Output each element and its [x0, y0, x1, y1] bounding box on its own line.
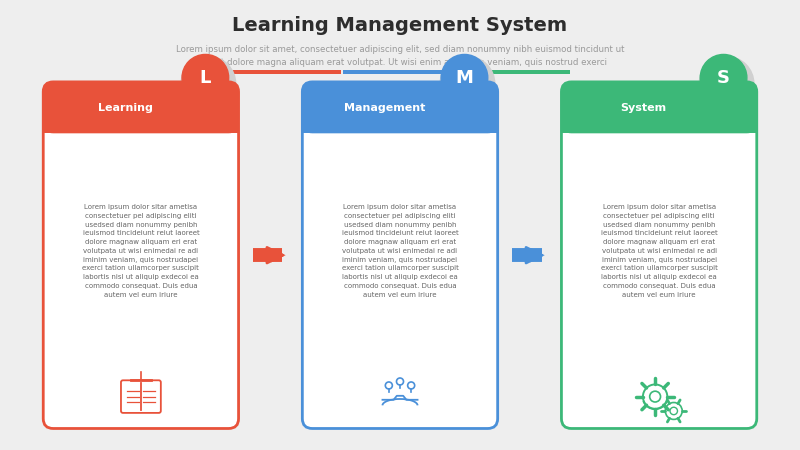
Text: Management: Management — [344, 103, 425, 112]
Bar — [562, 122, 757, 133]
Text: M: M — [455, 69, 474, 87]
FancyBboxPatch shape — [562, 82, 757, 133]
Bar — [229, 70, 342, 74]
Circle shape — [699, 56, 754, 111]
Text: Learning Management System: Learning Management System — [233, 17, 567, 36]
Circle shape — [181, 56, 236, 111]
Circle shape — [700, 54, 747, 101]
Bar — [43, 122, 238, 133]
FancyBboxPatch shape — [302, 82, 498, 428]
Text: Lorem ipsum dolor sitar ametisa
consectetuer pel adipiscing eliti
usedsed diam n: Lorem ipsum dolor sitar ametisa consecte… — [601, 204, 718, 297]
Text: Lorem ipsum dolor sitar ametisa
consectetuer pel adipiscing eliti
usedsed diam n: Lorem ipsum dolor sitar ametisa consecte… — [342, 204, 458, 297]
Text: Lorem ipsum dolor sitar ametisa
consectetuer pel adipiscing eliti
usedsed diam n: Lorem ipsum dolor sitar ametisa consecte… — [82, 204, 199, 297]
Text: L: L — [200, 69, 211, 87]
Circle shape — [440, 56, 494, 111]
Bar — [457, 70, 570, 74]
Text: Learning: Learning — [98, 103, 153, 112]
Text: S: S — [717, 69, 730, 87]
FancyBboxPatch shape — [43, 82, 238, 428]
Text: Lorem ipsum dolor sit amet, consectetuer adipiscing elit, sed diam nonummy nibh : Lorem ipsum dolor sit amet, consectetuer… — [176, 45, 624, 67]
FancyBboxPatch shape — [302, 82, 498, 133]
Circle shape — [182, 54, 229, 101]
Circle shape — [441, 54, 488, 101]
Bar — [343, 70, 456, 74]
FancyBboxPatch shape — [562, 82, 757, 428]
FancyBboxPatch shape — [43, 82, 238, 133]
Bar — [302, 122, 498, 133]
Text: System: System — [621, 103, 666, 112]
